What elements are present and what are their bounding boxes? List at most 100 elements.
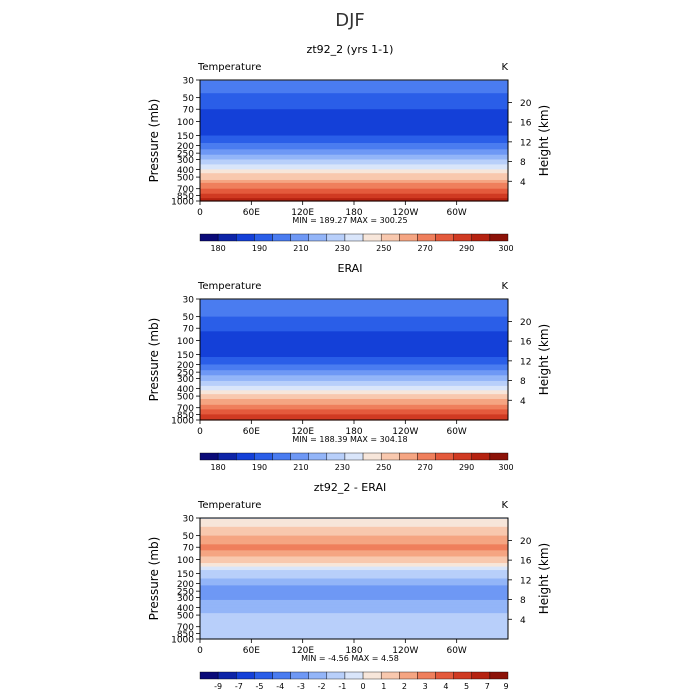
heatmap-band <box>200 84 508 90</box>
heatmap-band <box>200 368 508 371</box>
colorbar-swatch <box>435 671 454 680</box>
heatmap-band <box>200 100 508 105</box>
heatmap-band <box>200 580 508 585</box>
colorbar-swatch <box>362 233 382 242</box>
colorbar-label: 180 <box>210 463 225 472</box>
heatmap-band <box>200 375 508 378</box>
colorbar-swatch <box>308 233 328 242</box>
heatmap-band <box>200 109 508 113</box>
colorbar-label: 250 <box>376 463 391 472</box>
heatmap-band <box>200 620 508 625</box>
heatmap-band <box>200 153 508 156</box>
lon-tick-label: 60E <box>243 646 260 656</box>
heatmap-band <box>200 354 508 358</box>
heatmap-band <box>200 347 508 352</box>
heatmap-band <box>200 175 508 178</box>
colorbar-swatch <box>272 671 291 680</box>
pressure-tick-label: 500 <box>177 174 194 184</box>
height-tick-label: 8 <box>520 377 526 387</box>
pressure-axis-label: Pressure (mb) <box>147 318 161 402</box>
heatmap-band <box>200 550 508 554</box>
heatmap-band <box>200 334 508 339</box>
heatmap-band <box>200 103 508 107</box>
heatmap-band <box>200 388 508 391</box>
heatmap-band <box>200 559 508 564</box>
heatmap-band <box>200 132 508 137</box>
colorbar-swatch <box>344 233 364 242</box>
heatmap-band <box>200 177 508 181</box>
pressure-tick-label: 70 <box>183 325 195 335</box>
heatmap-band <box>200 372 508 375</box>
heatmap-band <box>200 179 508 184</box>
pressure-tick-label: 1000 <box>171 417 194 427</box>
lon-tick-label: 120W <box>392 427 418 437</box>
heatmap-band <box>200 166 508 170</box>
pressure-tick-label: 1000 <box>171 636 194 646</box>
colorbar-swatch <box>435 452 454 461</box>
pressure-tick-label: 300 <box>177 156 194 166</box>
heatmap-band <box>200 585 508 588</box>
heatmap-band <box>200 617 508 622</box>
colorbar-label: -5 <box>256 682 264 691</box>
heatmap-band <box>200 570 508 575</box>
colorbar-label: -1 <box>338 682 346 691</box>
heatmap-band <box>200 573 508 577</box>
heatmap-band <box>200 115 508 120</box>
colorbar-label: 210 <box>293 244 308 253</box>
heatmap-band <box>200 623 508 628</box>
variable-label: Temperature <box>197 500 261 511</box>
lon-tick-label: 60W <box>446 208 466 218</box>
lon-tick-label: 180 <box>345 427 362 437</box>
colorbar-swatch <box>435 233 454 242</box>
heatmap-band <box>200 182 508 187</box>
colorbar-label: 270 <box>418 463 433 472</box>
height-tick-label: 4 <box>520 616 526 626</box>
pressure-tick-label: 200 <box>177 361 194 371</box>
heatmap-band <box>200 328 508 332</box>
pressure-tick-label: 50 <box>183 94 195 104</box>
heatmap-band <box>200 161 508 166</box>
heatmap-band <box>200 106 508 110</box>
height-tick-label: 4 <box>520 397 526 407</box>
colorbar-swatch <box>236 671 255 680</box>
heatmap-band <box>200 378 508 382</box>
colorbar-label: 3 <box>423 682 428 691</box>
colorbar-swatch <box>290 671 309 680</box>
colorbar-label: 4 <box>443 682 448 691</box>
heatmap-band <box>200 361 508 366</box>
heatmap-band <box>200 394 508 397</box>
lon-tick-label: 60W <box>446 646 466 656</box>
heatmap-band <box>200 591 508 594</box>
heatmap-band <box>200 396 508 400</box>
height-axis-label: Height (km) <box>537 324 551 395</box>
heatmap-band <box>200 299 508 305</box>
heatmap-band <box>200 156 508 159</box>
pressure-tick-label: 500 <box>177 612 194 622</box>
pressure-tick-label: 100 <box>177 337 194 347</box>
heatmap-band <box>200 80 508 86</box>
pressure-tick-label: 300 <box>177 594 194 604</box>
heatmap-band <box>200 88 508 94</box>
colorbar-label: -7 <box>235 682 243 691</box>
variable-label: Temperature <box>197 62 261 73</box>
heatmap-band <box>200 357 508 361</box>
heatmap-band <box>200 159 508 163</box>
colorbar-label: -2 <box>318 682 326 691</box>
heatmap-band <box>200 615 508 619</box>
height-tick-label: 20 <box>520 537 532 547</box>
height-tick-label: 12 <box>520 138 531 148</box>
pressure-tick-label: 300 <box>177 375 194 385</box>
height-tick-label: 20 <box>520 99 532 109</box>
heatmap-band <box>200 589 508 592</box>
heatmap-band <box>200 142 508 147</box>
colorbar-label: 9 <box>503 682 508 691</box>
pressure-tick-label: 1000 <box>171 198 194 208</box>
colorbar-swatch <box>399 452 418 461</box>
colorbar-swatch <box>290 233 309 242</box>
lon-tick-label: 180 <box>345 208 362 218</box>
heatmap-band <box>200 611 508 614</box>
colorbar-swatch <box>199 452 219 461</box>
heatmap-band <box>200 609 508 612</box>
lon-tick-label: 180 <box>345 646 362 656</box>
heatmap-band <box>200 322 508 326</box>
